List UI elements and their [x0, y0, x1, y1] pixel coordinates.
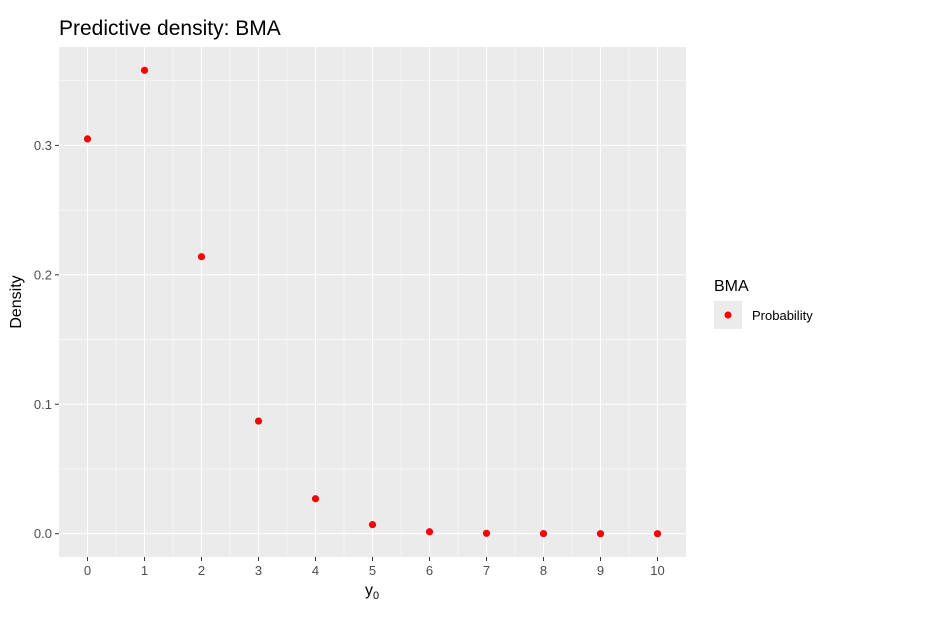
data-point	[140, 66, 149, 74]
y-axis-ticks: 0.0 0.1 0.2 0.3	[34, 138, 59, 541]
data-point	[368, 521, 377, 529]
data-points	[83, 66, 662, 538]
data-point	[83, 135, 92, 143]
x-axis-title-main: y	[365, 582, 373, 599]
x-tick-label: 0	[84, 563, 91, 578]
y-tick-label: 0.3	[34, 138, 52, 153]
legend-marker	[724, 311, 732, 319]
data-point	[425, 528, 434, 536]
x-tick-label: 3	[255, 563, 262, 578]
y-tick-label: 0.2	[34, 267, 52, 282]
data-point	[482, 529, 491, 537]
x-tick-label: 8	[540, 563, 547, 578]
data-point	[653, 530, 662, 538]
legend: BMA Probability	[714, 278, 813, 329]
x-axis-title: y0	[365, 582, 379, 602]
x-tick-label: 9	[597, 563, 604, 578]
legend-title: BMA	[714, 278, 749, 295]
data-point	[539, 529, 548, 538]
data-point	[596, 530, 605, 538]
data-point	[197, 253, 206, 261]
y-tick-label: 0.0	[34, 526, 52, 541]
legend-label: Probability	[752, 308, 813, 323]
x-tick-label: 7	[483, 563, 490, 578]
x-tick-label: 2	[198, 563, 205, 578]
x-axis-ticks: 0 1 2 3 4 5 6 7 8 9 10	[84, 557, 665, 578]
x-tick-label: 6	[426, 563, 433, 578]
x-tick-label: 5	[369, 563, 376, 578]
grid-major	[59, 47, 686, 557]
x-tick-label: 1	[141, 563, 148, 578]
x-tick-label: 4	[312, 563, 319, 578]
y-tick-label: 0.1	[34, 397, 52, 412]
data-point	[311, 495, 320, 503]
data-point	[254, 417, 263, 425]
x-axis-title-subscript: 0	[373, 590, 379, 602]
chart-title: Predictive density: BMA	[59, 17, 281, 40]
x-tick-label: 10	[650, 563, 664, 578]
y-axis-title: Density	[8, 275, 25, 328]
